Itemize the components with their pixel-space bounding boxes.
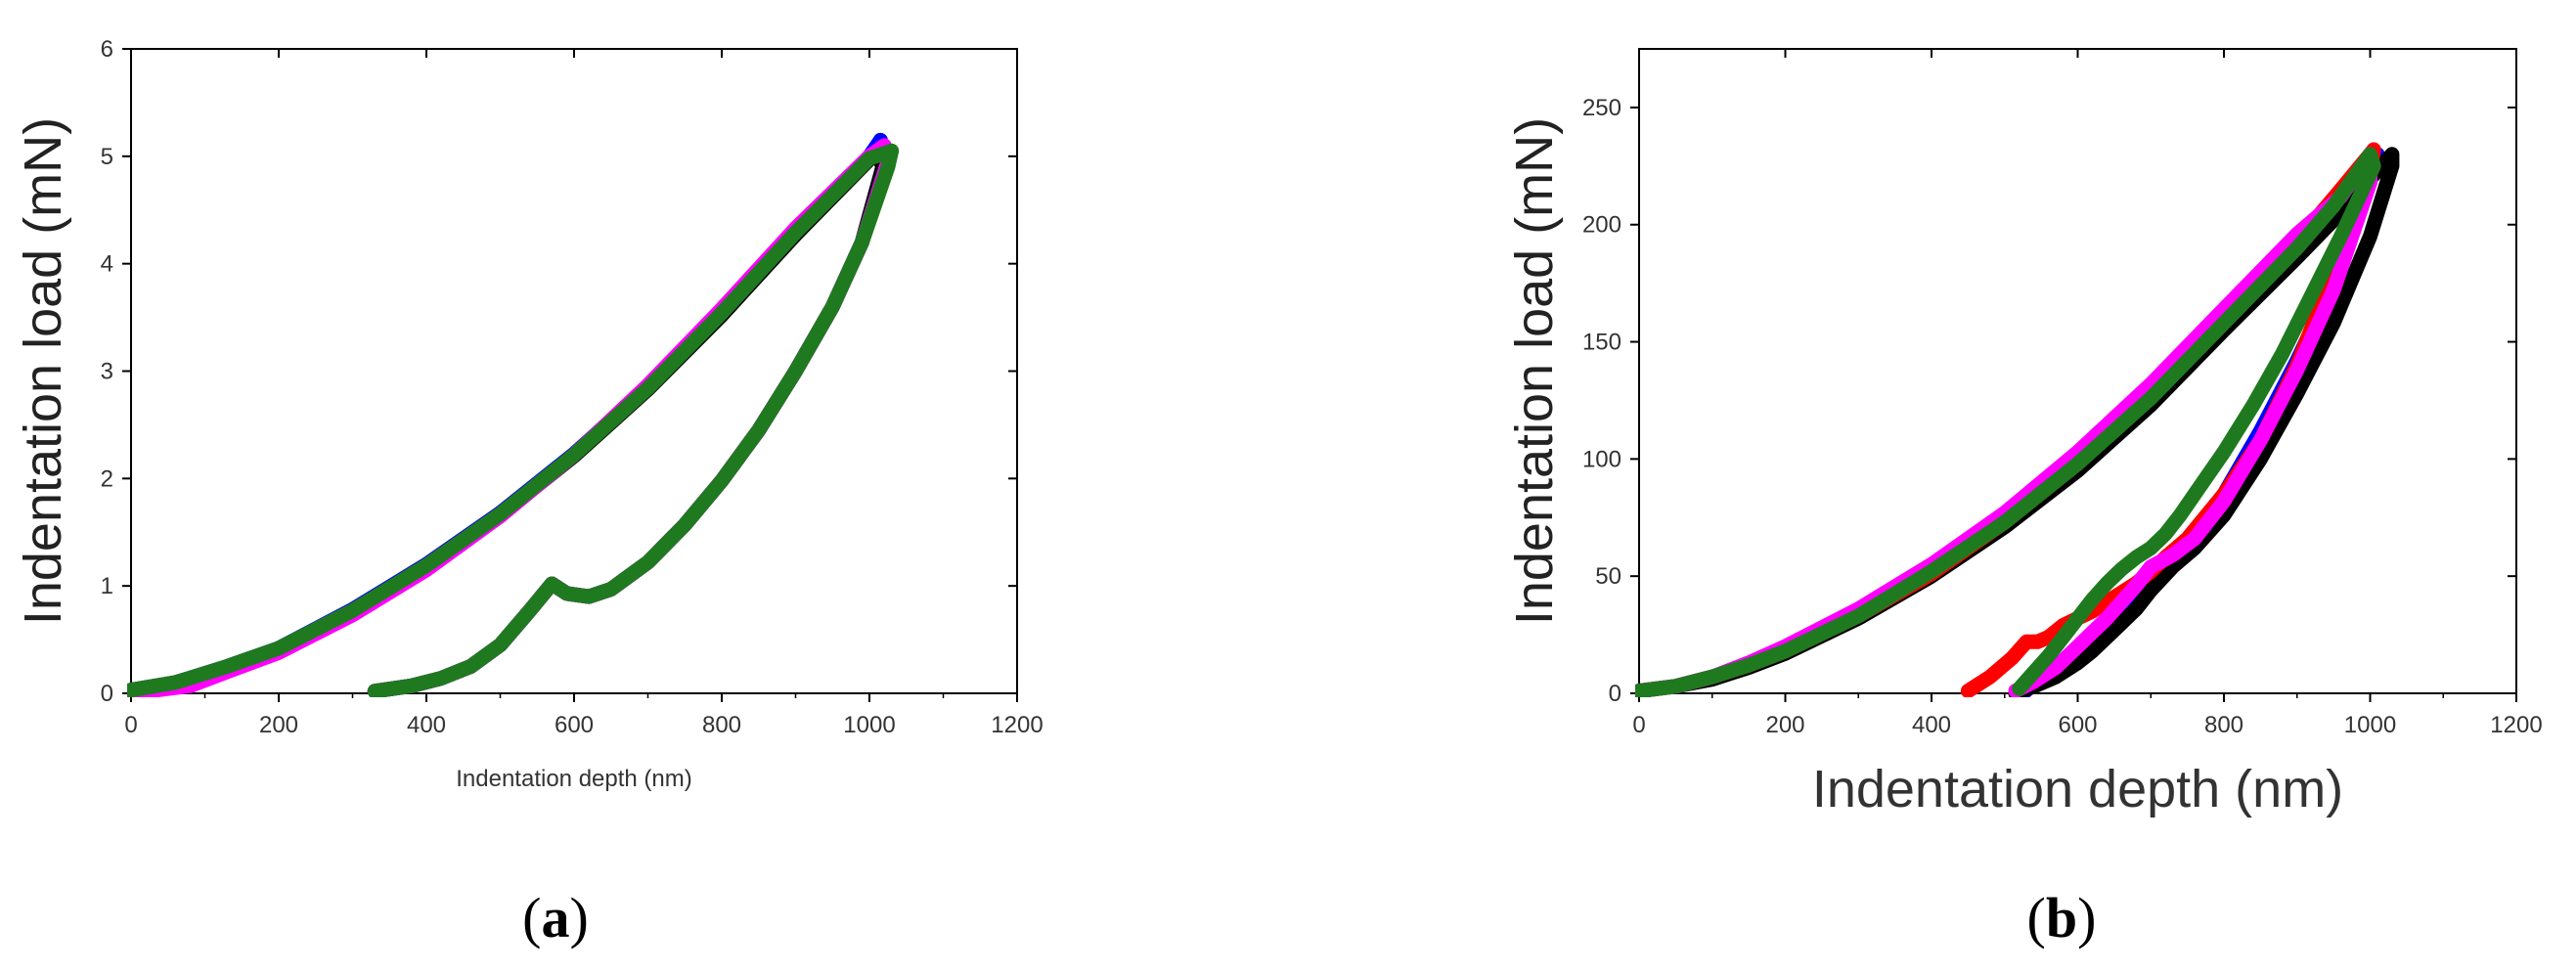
x-tick-label: 800 xyxy=(702,712,741,738)
y-tick-label: 6 xyxy=(101,36,113,63)
x-tick-label: 0 xyxy=(1632,712,1645,738)
caption-letter: b xyxy=(2046,886,2077,950)
y-tick-label: 100 xyxy=(1582,446,1621,472)
x-tick-label: 200 xyxy=(1765,712,1804,738)
y-tick-label: 0 xyxy=(101,681,113,707)
x-axis-title: Indentation depth (nm) xyxy=(456,766,692,792)
chart-panel-b: 0 200 400 600 800 1000 1200 0 50 100 150 200 250 Inde… xyxy=(1505,48,2543,950)
caption-letter: a xyxy=(542,886,570,950)
x-tick-label: 1200 xyxy=(991,712,1043,738)
y-tick-label: 200 xyxy=(1582,212,1621,239)
caption-paren-close: ) xyxy=(570,886,589,950)
x-tick-label: 400 xyxy=(1912,712,1951,738)
series-group xyxy=(127,132,900,697)
x-tick-label: 800 xyxy=(2204,712,2243,738)
y-axis-title: Indentation load (mN) xyxy=(1505,117,1564,625)
series-1-unloading-line xyxy=(2008,147,2400,697)
x-tick-label: 1000 xyxy=(843,712,895,738)
y-tick-label: 5 xyxy=(101,144,113,170)
y-tick-label: 1 xyxy=(101,573,113,599)
panel-caption: (a) xyxy=(522,886,589,950)
panel-caption: (b) xyxy=(2027,886,2097,950)
caption-paren-close: ) xyxy=(2077,886,2096,950)
x-tick-label: 600 xyxy=(555,712,594,738)
plot-frame xyxy=(1638,48,2517,694)
x-tick-label: 1000 xyxy=(2344,712,2396,738)
series-3-unloading-line xyxy=(367,143,900,697)
y-tick-label: 4 xyxy=(101,251,113,278)
series-group xyxy=(1635,142,2400,697)
series-3-loading-line xyxy=(127,143,900,697)
y-tick-label: 150 xyxy=(1582,330,1621,356)
series-3-unloading-line xyxy=(2008,147,2377,697)
x-tick-label: 600 xyxy=(2058,712,2097,738)
x-tick-label: 200 xyxy=(259,712,298,738)
series-4-loading-line xyxy=(1635,199,2341,697)
x-tick-label: 1200 xyxy=(2490,712,2542,738)
series-4-unloading-line xyxy=(2012,147,2381,696)
caption-paren-open: ( xyxy=(2027,886,2046,950)
x-tick-label: 400 xyxy=(407,712,446,738)
y-tick-label: 0 xyxy=(1609,681,1621,707)
y-tick-label: 3 xyxy=(101,359,113,385)
y-tick-label: 2 xyxy=(101,465,113,492)
y-axis-title: Indentation load (mN) xyxy=(14,117,72,625)
caption-paren-open: ( xyxy=(522,886,541,950)
y-tick-label: 50 xyxy=(1595,563,1621,590)
x-tick-label: 0 xyxy=(124,712,137,738)
y-tick-label: 250 xyxy=(1582,95,1621,121)
x-axis-title: Indentation depth (nm) xyxy=(1812,760,2343,818)
chart-panel-a: 0 200 400 600 800 1000 1200 0 1 2 3 4 5 6 Indentation … xyxy=(14,36,1044,950)
